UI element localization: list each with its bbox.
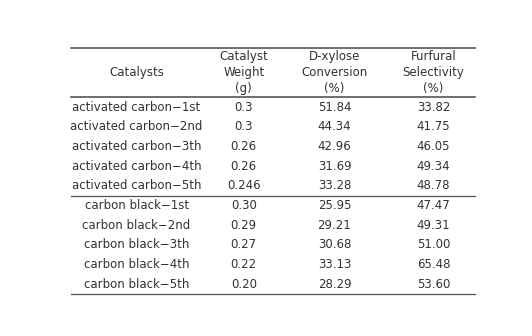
Text: activated carbon−3th: activated carbon−3th xyxy=(72,140,201,153)
Text: 0.26: 0.26 xyxy=(231,140,257,153)
Text: 0.246: 0.246 xyxy=(227,179,261,192)
Text: activated carbon−2nd: activated carbon−2nd xyxy=(70,120,203,133)
Text: activated carbon−1st: activated carbon−1st xyxy=(72,100,201,114)
Text: carbon black−3th: carbon black−3th xyxy=(84,238,189,251)
Text: 33.28: 33.28 xyxy=(318,179,351,192)
Text: 53.60: 53.60 xyxy=(417,278,450,291)
Text: 49.31: 49.31 xyxy=(417,218,450,232)
Text: carbon black−2nd: carbon black−2nd xyxy=(82,218,190,232)
Text: 46.05: 46.05 xyxy=(417,140,450,153)
Text: 25.95: 25.95 xyxy=(318,199,351,212)
Text: Catalysts: Catalysts xyxy=(109,66,164,79)
Text: 33.13: 33.13 xyxy=(318,258,351,271)
Text: 65.48: 65.48 xyxy=(417,258,450,271)
Text: 0.30: 0.30 xyxy=(231,199,257,212)
Text: 0.3: 0.3 xyxy=(235,120,253,133)
Text: 31.69: 31.69 xyxy=(318,160,351,173)
Text: 51.00: 51.00 xyxy=(417,238,450,251)
Text: D-xylose
Conversion
(%): D-xylose Conversion (%) xyxy=(301,50,368,95)
Text: 0.3: 0.3 xyxy=(235,100,253,114)
Text: 0.29: 0.29 xyxy=(231,218,257,232)
Text: 0.20: 0.20 xyxy=(231,278,257,291)
Text: carbon black−4th: carbon black−4th xyxy=(84,258,189,271)
Text: 0.27: 0.27 xyxy=(231,238,257,251)
Text: 47.47: 47.47 xyxy=(417,199,450,212)
Text: 0.26: 0.26 xyxy=(231,160,257,173)
Text: 42.96: 42.96 xyxy=(318,140,351,153)
Text: 33.82: 33.82 xyxy=(417,100,450,114)
Text: Catalyst
Weight
(g): Catalyst Weight (g) xyxy=(219,50,268,95)
Text: 41.75: 41.75 xyxy=(417,120,450,133)
Text: Furfural
Selectivity
(%): Furfural Selectivity (%) xyxy=(403,50,464,95)
Text: 51.84: 51.84 xyxy=(318,100,351,114)
Text: 44.34: 44.34 xyxy=(318,120,351,133)
Text: carbon black−1st: carbon black−1st xyxy=(85,199,189,212)
Text: 49.34: 49.34 xyxy=(417,160,450,173)
Text: activated carbon−4th: activated carbon−4th xyxy=(72,160,202,173)
Text: 48.78: 48.78 xyxy=(417,179,450,192)
Text: activated carbon−5th: activated carbon−5th xyxy=(72,179,201,192)
Text: 30.68: 30.68 xyxy=(318,238,351,251)
Text: 29.21: 29.21 xyxy=(318,218,351,232)
Text: 0.22: 0.22 xyxy=(231,258,257,271)
Text: carbon black−5th: carbon black−5th xyxy=(84,278,189,291)
Text: 28.29: 28.29 xyxy=(318,278,351,291)
